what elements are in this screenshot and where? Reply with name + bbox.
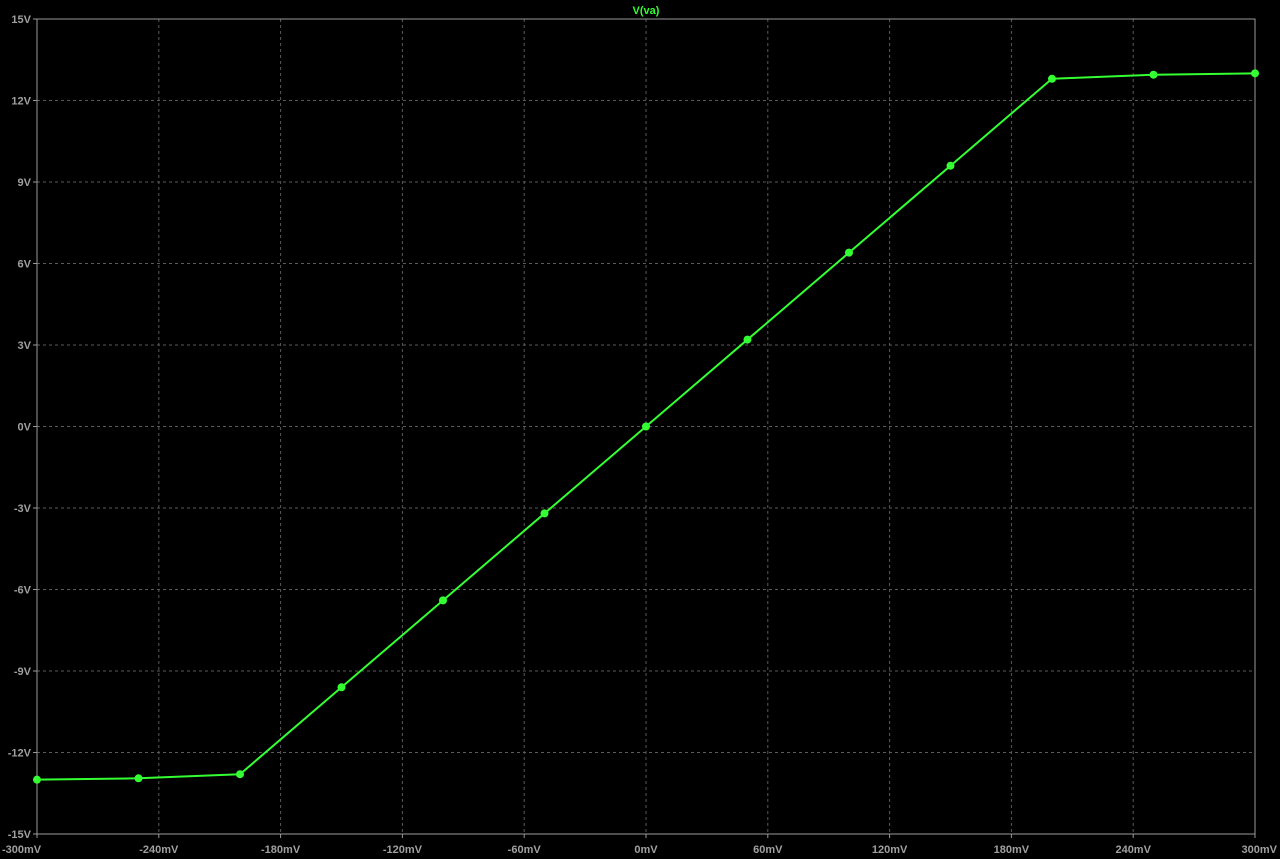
data-point — [236, 770, 244, 779]
x-tick-label: 300mV — [1242, 844, 1278, 856]
x-tick-label: 60mV — [753, 844, 783, 856]
data-point — [642, 422, 650, 431]
data-point — [1251, 69, 1259, 78]
data-point — [946, 161, 955, 170]
data-point — [134, 774, 143, 783]
y-tick-label: -3V — [14, 503, 32, 515]
data-point — [540, 509, 549, 518]
x-tick-label: 120mV — [872, 844, 908, 856]
x-tick-label: -60mV — [508, 844, 542, 856]
y-tick-label: 0V — [18, 422, 32, 434]
data-point — [845, 248, 853, 257]
x-tick-label: 180mV — [994, 844, 1030, 856]
y-tick-label: -15V — [8, 829, 32, 841]
trace-label-va[interactable]: V(va) — [633, 5, 660, 17]
y-axis: 15V 12V 9V 6V 3V 0V -3V -6V -9V -12V -15V — [8, 14, 37, 841]
y-tick-label: 3V — [18, 340, 32, 352]
y-tick-label: 9V — [18, 177, 32, 189]
y-tick-label: 15V — [11, 14, 31, 26]
y-tick-label: -12V — [8, 748, 32, 760]
trace-points — [33, 69, 1259, 784]
y-tick-label: 6V — [18, 259, 32, 271]
x-tick-label: -120mV — [383, 844, 423, 856]
data-point — [439, 596, 447, 605]
data-point — [1048, 74, 1056, 83]
data-point — [743, 335, 752, 344]
y-tick-label: -6V — [14, 585, 32, 597]
x-tick-label: 0mV — [634, 844, 658, 856]
y-tick-label: 12V — [11, 96, 31, 108]
x-tick-label: -240mV — [139, 844, 179, 856]
x-tick-label: -180mV — [261, 844, 301, 856]
data-point — [1149, 70, 1158, 79]
x-axis: -300mV -240mV -180mV -120mV -60mV 0mV 60mV 120m… — [2, 834, 1278, 856]
x-tick-label: 240mV — [1115, 844, 1151, 856]
data-point — [33, 775, 41, 784]
grid-lines — [37, 19, 1255, 834]
x-tick-label: -300mV — [2, 844, 42, 856]
y-tick-label: -9V — [14, 666, 32, 678]
data-point — [337, 683, 346, 692]
